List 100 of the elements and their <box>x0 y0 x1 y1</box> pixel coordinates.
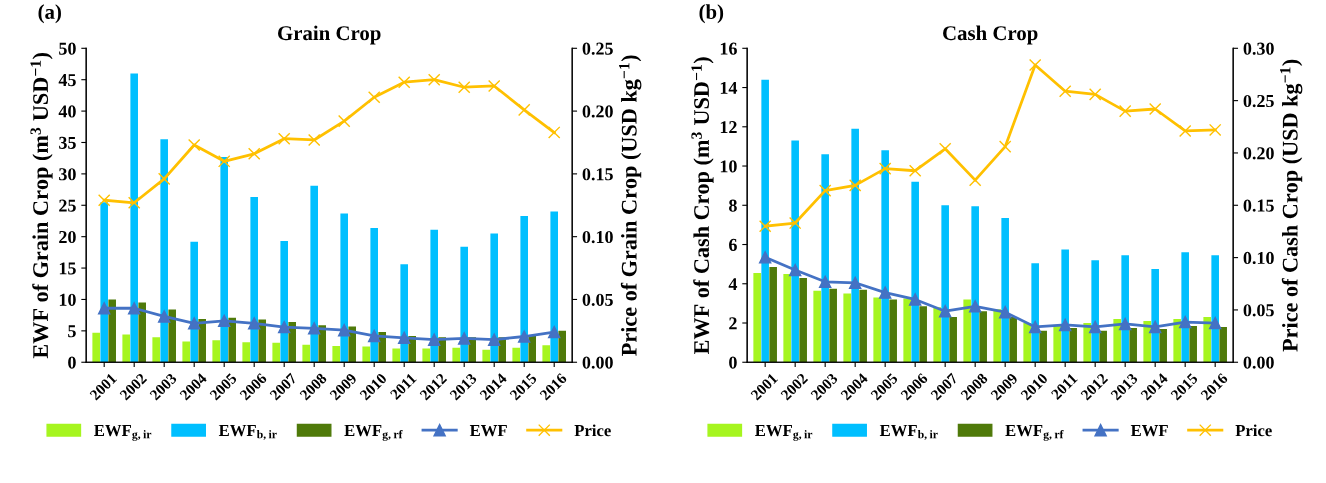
point <box>968 173 982 187</box>
bar <box>528 335 536 363</box>
bar <box>769 267 777 363</box>
bar <box>1129 327 1137 363</box>
bar <box>392 348 400 363</box>
bar <box>783 273 791 363</box>
bar <box>242 342 250 363</box>
y-tick-label: 2 <box>729 317 737 330</box>
point <box>1088 88 1102 101</box>
point <box>217 314 231 328</box>
y-axis-title: EWF of Cash Crop (m$^{3}$ USD$^{−1}$) <box>691 57 714 355</box>
bar <box>168 309 176 363</box>
point <box>337 323 351 337</box>
legend-label: EWF$_{g,rf}$ <box>344 425 403 441</box>
y-tick-label: 30 <box>59 168 76 181</box>
y2-tick-label: 0.20 <box>582 105 613 118</box>
bar <box>1061 249 1069 363</box>
bar <box>873 297 881 363</box>
point <box>487 79 501 93</box>
point <box>517 330 531 343</box>
bar <box>1009 317 1017 363</box>
y2-tick-label: 0.20 <box>1243 147 1274 160</box>
point <box>848 179 862 192</box>
bar <box>452 347 460 363</box>
point <box>1028 58 1042 72</box>
bar <box>280 241 288 363</box>
bar <box>1113 319 1121 363</box>
legend-label: EWF$_{b,ir}$ <box>879 425 938 441</box>
point <box>938 142 952 156</box>
point <box>97 301 111 315</box>
legend-label: EWF <box>1130 425 1168 437</box>
bar <box>100 202 108 363</box>
bar <box>1203 317 1211 363</box>
point <box>157 310 171 323</box>
y-tick-label: 25 <box>59 199 76 212</box>
legend-label: Price <box>574 424 611 437</box>
point <box>457 80 471 94</box>
point <box>1118 104 1132 118</box>
y2-tick-label: 0.25 <box>582 42 613 55</box>
point <box>487 333 501 346</box>
bar <box>963 299 971 363</box>
y2-tick-label: 0.05 <box>582 293 613 306</box>
bar <box>813 290 821 363</box>
y-tick-label: 5 <box>68 325 76 338</box>
bar <box>250 197 258 363</box>
point <box>547 325 561 339</box>
bar <box>212 340 220 363</box>
bar <box>1069 327 1077 363</box>
point <box>307 133 321 147</box>
point <box>1118 317 1132 331</box>
point <box>1208 123 1222 137</box>
bar <box>753 272 761 363</box>
y-tick-label: 6 <box>729 238 737 251</box>
point <box>427 73 441 86</box>
point <box>277 132 291 145</box>
bar <box>332 345 340 363</box>
bar <box>182 341 190 363</box>
bar <box>971 206 979 363</box>
point <box>397 75 411 89</box>
point <box>337 114 351 128</box>
point <box>127 301 141 315</box>
y2-tick-label: 0.00 <box>582 356 613 369</box>
point <box>1208 316 1222 330</box>
bar <box>761 79 769 363</box>
y-tick-label: 4 <box>728 278 738 291</box>
bar <box>138 302 146 363</box>
point <box>397 331 411 345</box>
bar <box>1181 252 1189 363</box>
bar <box>220 156 228 363</box>
point <box>1178 315 1192 329</box>
y2-tick-label: 0.00 <box>1243 356 1274 369</box>
bar <box>340 213 348 363</box>
point <box>1148 102 1162 116</box>
point <box>457 332 471 345</box>
point <box>938 304 952 318</box>
y-tick-label: 15 <box>59 262 76 275</box>
point <box>788 263 802 277</box>
bar <box>903 298 911 363</box>
y-tick-label: 35 <box>59 136 76 149</box>
bar <box>422 348 430 363</box>
bar <box>1173 319 1181 363</box>
point <box>307 322 321 335</box>
bar <box>1211 255 1219 363</box>
point <box>878 162 892 175</box>
bar <box>302 344 310 363</box>
legend-label: Price <box>1235 424 1272 437</box>
y-axis-title: EWF of Grain Crop (m$^{3}$ USD$^{−1}$) <box>30 52 53 359</box>
bar <box>1083 323 1091 363</box>
bar <box>348 326 356 363</box>
bar <box>490 233 498 363</box>
bar <box>1039 330 1047 363</box>
point <box>367 329 381 343</box>
bar <box>190 241 198 363</box>
bar <box>512 347 520 363</box>
point <box>1058 318 1072 332</box>
bar <box>122 334 130 363</box>
y-tick-label: 8 <box>729 199 737 212</box>
bar <box>979 311 987 363</box>
y2-tick-label: 0.10 <box>1243 251 1274 265</box>
bar <box>933 307 941 363</box>
